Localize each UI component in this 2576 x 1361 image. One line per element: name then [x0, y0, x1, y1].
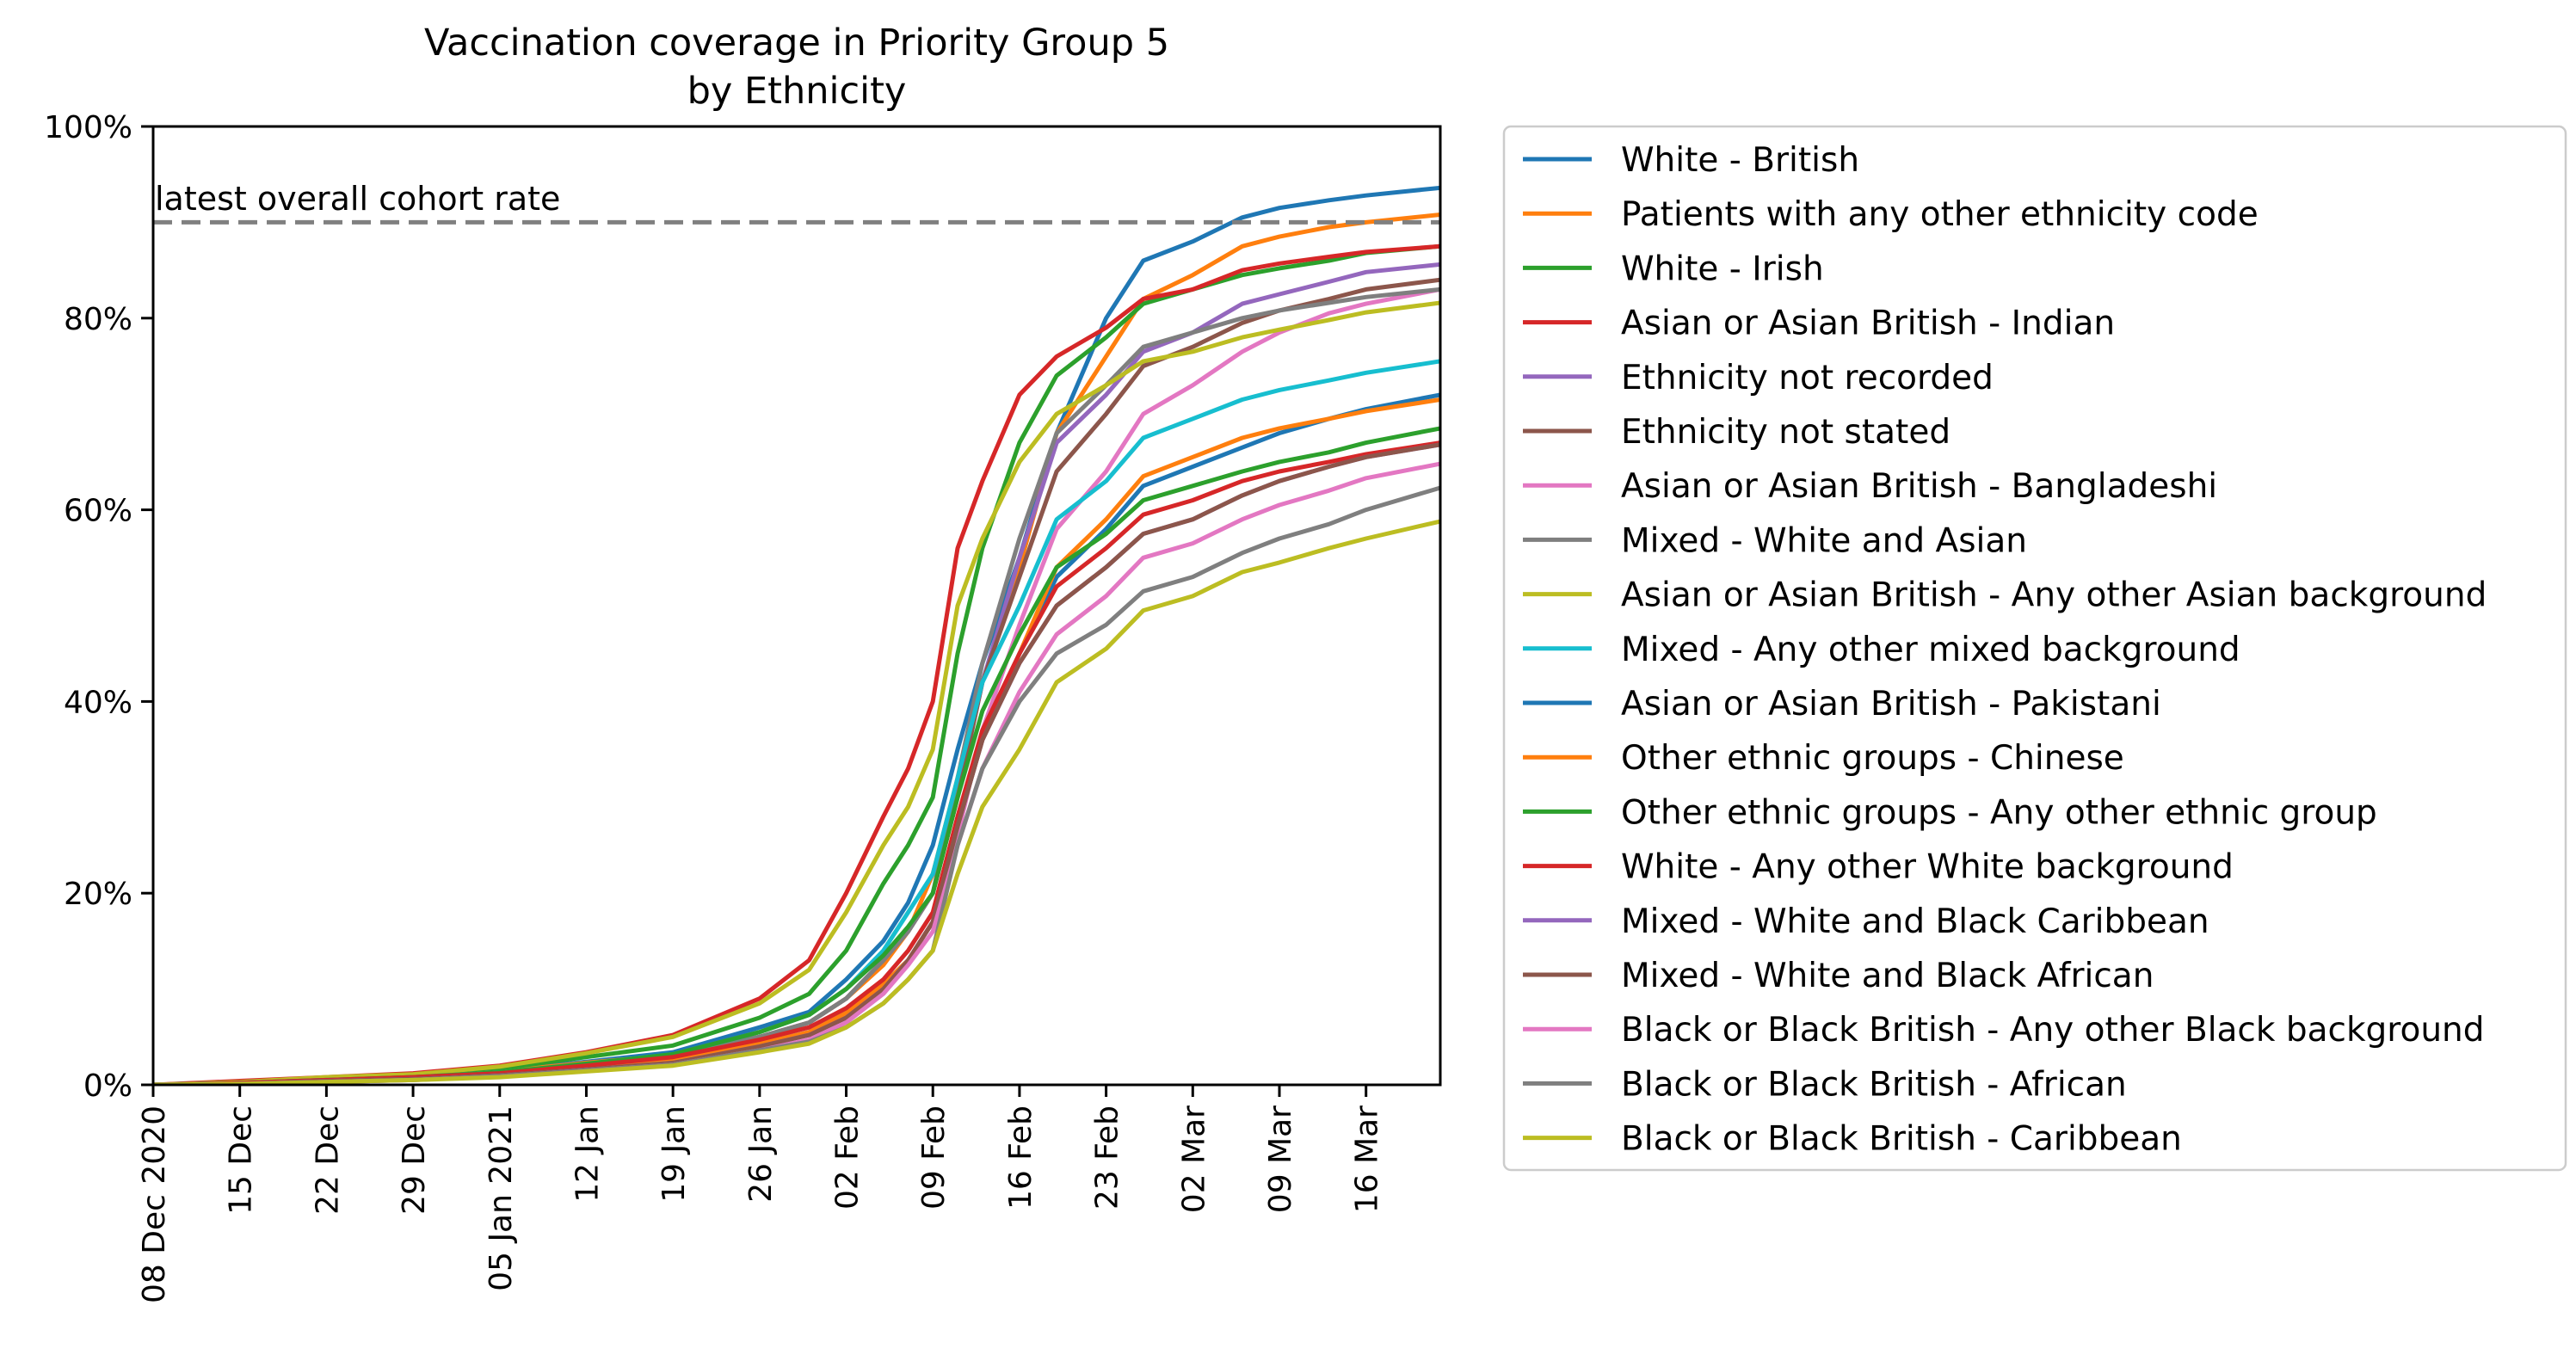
- series-line-13: [153, 440, 1440, 1085]
- legend-label-7: Mixed - White and Asian: [1621, 521, 2027, 560]
- x-tick-label: 15 Dec: [224, 1105, 259, 1215]
- series-lines: [153, 185, 1440, 1085]
- x-tick-label: 16 Feb: [1003, 1105, 1038, 1210]
- legend-label-1: Patients with any other ethnicity code: [1621, 195, 2259, 234]
- series-line-15: [153, 442, 1440, 1085]
- legend-label-9: Mixed - Any other mixed background: [1621, 631, 2240, 669]
- legend-label-10: Asian or Asian British - Pakistani: [1621, 685, 2161, 724]
- legend-label-13: White - Any other White background: [1621, 848, 2234, 887]
- legend-label-4: Ethnicity not recorded: [1621, 359, 1994, 397]
- legend-label-12: Other ethnic groups - Any other ethnic g…: [1621, 793, 2377, 832]
- y-tick-label: 100%: [44, 110, 132, 145]
- series-line-12: [153, 426, 1440, 1085]
- series-line-7: [153, 286, 1440, 1085]
- series-line-6: [153, 286, 1440, 1085]
- legend-label-5: Ethnicity not stated: [1621, 413, 1950, 452]
- series-line-3: [153, 243, 1440, 1085]
- legend-label-11: Other ethnic groups - Chinese: [1621, 739, 2124, 778]
- legend-label-14: Mixed - White and Black Caribbean: [1621, 902, 2209, 941]
- x-tick-label: 23 Feb: [1090, 1105, 1125, 1210]
- legend: White - British Patients with any other e…: [1502, 125, 2567, 1172]
- y-tick-label: 60%: [64, 494, 132, 529]
- x-tick-label: 19 Jan: [656, 1105, 692, 1203]
- legend-label-2: White - Irish: [1621, 249, 1824, 288]
- y-axis: 0% 20% 40% 60% 80% 100%: [44, 110, 153, 1104]
- series-line-1: [153, 212, 1440, 1085]
- x-tick-label: 16 Mar: [1350, 1105, 1385, 1213]
- x-tick-label: 22 Dec: [310, 1105, 345, 1215]
- x-tick-label: 08 Dec 2020: [137, 1105, 172, 1303]
- y-tick-label: 20%: [64, 877, 132, 912]
- x-tick-label: 09 Mar: [1263, 1105, 1298, 1213]
- legend-label-8: Asian or Asian British - Any other Asian…: [1621, 576, 2487, 615]
- legend-label-0: White - British: [1621, 141, 1859, 180]
- series-line-8: [153, 300, 1440, 1085]
- y-tick-label: 0%: [83, 1068, 132, 1104]
- x-tick-label: 12 Jan: [570, 1105, 605, 1203]
- x-tick-label: 05 Jan 2021: [484, 1105, 519, 1291]
- legend-label-15: Mixed - White and Black African: [1621, 957, 2154, 995]
- plot-frame: [151, 125, 1442, 1087]
- legend-label-16: Black or Black British - Any other Black…: [1621, 1011, 2485, 1050]
- series-line-18: [153, 519, 1440, 1085]
- series-line-4: [153, 262, 1440, 1085]
- chart-subtitle: by Ethnicity: [687, 70, 907, 113]
- x-tick-label: 29 Dec: [397, 1105, 432, 1215]
- x-tick-label: 09 Feb: [916, 1105, 952, 1210]
- y-tick-label: 40%: [64, 685, 132, 720]
- series-line-14: [153, 442, 1440, 1085]
- legend-frame: [1502, 125, 2567, 1172]
- series-line-17: [153, 485, 1440, 1085]
- y-tick-label: 80%: [64, 302, 132, 337]
- x-tick-label: 26 Jan: [743, 1105, 779, 1203]
- series-line-10: [153, 392, 1440, 1085]
- legend-label-6: Asian or Asian British - Bangladeshi: [1621, 467, 2217, 506]
- legend-label-3: Asian or Asian British - Indian: [1621, 305, 2115, 343]
- x-tick-label: 02 Mar: [1176, 1105, 1211, 1213]
- x-axis: 08 Dec 2020 15 Dec 22 Dec 29 Dec 05 Jan 2021…: [137, 1085, 1385, 1303]
- x-tick-label: 02 Feb: [830, 1105, 866, 1210]
- legend-label-17: Black or Black British - African: [1621, 1065, 2127, 1104]
- series-line-2: [153, 243, 1440, 1085]
- series-line-16: [153, 461, 1440, 1085]
- reference-line-label: latest overall cohort rate: [155, 180, 560, 218]
- series-line-11: [153, 397, 1440, 1085]
- legend-label-18: Black or Black British - Caribbean: [1621, 1120, 2182, 1159]
- chart-title: Vaccination coverage in Priority Group 5: [424, 22, 1169, 65]
